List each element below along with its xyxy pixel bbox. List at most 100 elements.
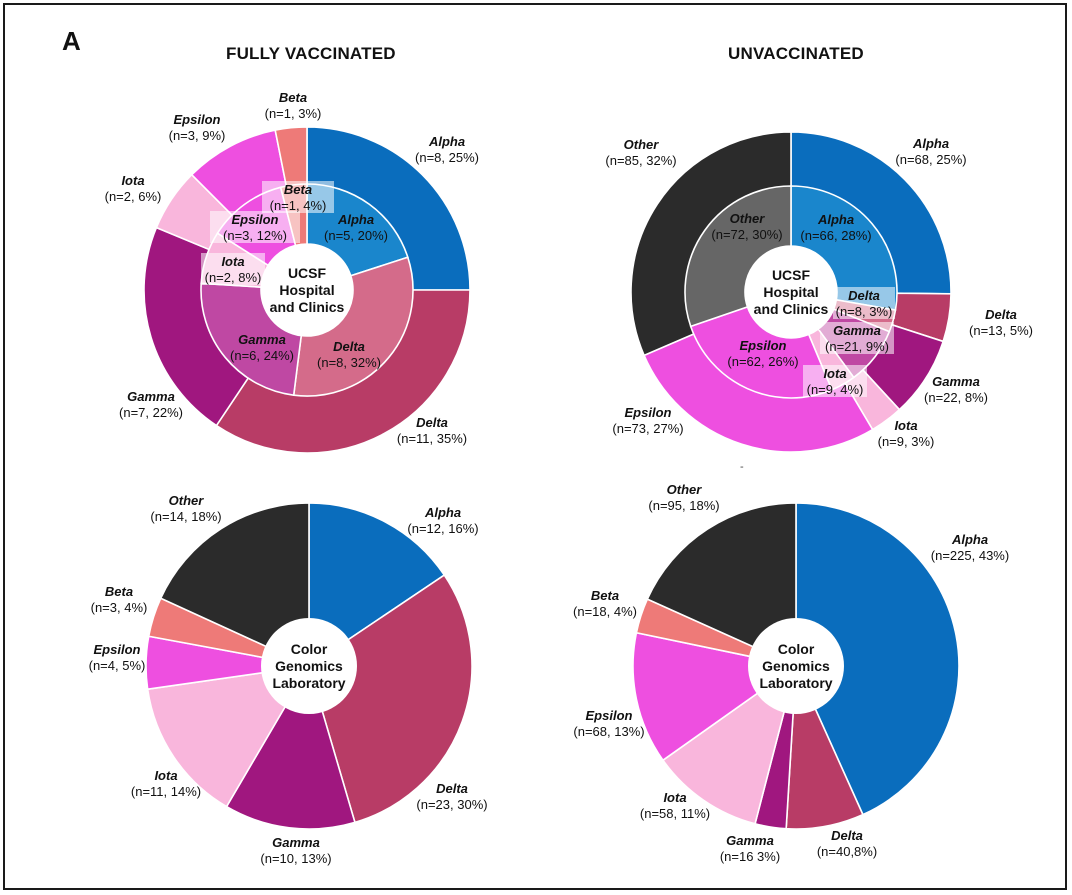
variant-name: Iota <box>823 366 846 381</box>
variant-count: (n=18, 4%) <box>573 604 637 619</box>
color-vaccinated-label-gamma: Gamma(n=10, 13%) <box>260 835 331 866</box>
variant-count: (n=7, 22%) <box>119 405 183 420</box>
variant-count: (n=10, 13%) <box>260 851 331 866</box>
ucsf-unvaccinated-center-hole <box>745 246 837 338</box>
variant-name: Gamma <box>272 835 320 850</box>
color-unvaccinated-center-hole <box>748 618 844 714</box>
ucsf-vaccinated-outer-label-beta: Beta(n=1, 3%) <box>265 90 322 121</box>
variant-name: Beta <box>105 584 133 599</box>
variant-count: (n=4, 5%) <box>89 658 146 673</box>
color-unvaccinated-label-gamma: Gamma(n=16 3%) <box>720 833 780 864</box>
variant-name: Iota <box>663 790 686 805</box>
figure-frame <box>3 3 1067 890</box>
variant-count: (n=6, 24%) <box>230 348 294 363</box>
color-vaccinated-slice-alpha <box>308 502 446 668</box>
variant-count: (n=40,8%) <box>817 844 877 859</box>
color-unvaccinated-label-iota: Iota(n=58, 11%) <box>640 790 710 821</box>
variant-name: Delta <box>985 307 1017 322</box>
color-vaccinated-slice-other <box>159 502 310 668</box>
variant-name: Other <box>667 482 703 497</box>
ucsf-vaccinated-center-label: UCSF <box>288 265 327 281</box>
variant-count: (n=3, 12%) <box>223 228 287 243</box>
variant-name: Gamma <box>932 374 980 389</box>
variant-name: Iota <box>221 254 244 269</box>
variant-count: (n=1, 4%) <box>270 198 327 213</box>
color-vaccinated-label-alpha: Alpha(n=12, 16%) <box>407 505 478 536</box>
ucsf-vaccinated-inner-label-iota: Iota(n=2, 8%) <box>201 253 265 285</box>
ucsf-vaccinated-outer-label-alpha: Alpha(n=8, 25%) <box>415 134 479 165</box>
variant-count: (n=11, 14%) <box>131 784 201 799</box>
color-vaccinated-center-label: Laboratory <box>272 675 345 691</box>
ucsf-unvaccinated-outer-label-epsilon: Epsilon(n=73, 27%) <box>612 405 683 436</box>
color-unvaccinated-label-alpha: Alpha(n=225, 43%) <box>931 532 1009 563</box>
ucsf-unvaccinated-outer-label-iota: Iota(n=9, 3%) <box>878 418 935 449</box>
variant-count: (n=3, 9%) <box>169 128 226 143</box>
ucsf-unvaccinated-outer-label-other: Other(n=85, 32%) <box>605 137 676 168</box>
variant-count: (n=13, 5%) <box>969 323 1033 338</box>
ucsf-unvaccinated-inner-label-delta: Delta(n=8, 3%) <box>833 287 895 319</box>
variant-count: (n=8, 32%) <box>317 355 381 370</box>
ucsf-unvaccinated-inner-label-gamma: Gamma(n=21, 9%) <box>820 322 894 354</box>
variant-name: Iota <box>894 418 917 433</box>
color-unvaccinated-label-other: Other(n=95, 18%) <box>648 482 719 513</box>
variant-count: (n=68, 13%) <box>573 724 644 739</box>
variant-name: Beta <box>591 588 619 603</box>
color-vaccinated-center-label: Genomics <box>275 658 343 674</box>
variant-count: (n=8, 3%) <box>836 304 893 319</box>
variant-name: Epsilon <box>740 338 787 353</box>
variant-count: (n=16 3%) <box>720 849 780 864</box>
ucsf-vaccinated-inner-label-epsilon: Epsilon(n=3, 12%) <box>210 211 300 243</box>
variant-count: (n=9, 4%) <box>807 382 864 397</box>
ucsf-vaccinated-inner-label-bg <box>201 253 265 285</box>
ucsf-unvaccinated-outer-label-gamma: Gamma(n=22, 8%) <box>924 374 988 405</box>
ucsf-unvaccinated-outer-label-alpha: Alpha(n=68, 25%) <box>895 136 966 167</box>
ucsf-vaccinated-inner-label-beta: Beta(n=1, 4%) <box>262 181 334 213</box>
color-unvaccinated-label-epsilon: Epsilon(n=68, 13%) <box>573 708 644 739</box>
color-vaccinated-label-iota: Iota(n=11, 14%) <box>131 768 201 799</box>
variant-name: Gamma <box>127 389 175 404</box>
ucsf-unvaccinated-inner-label-epsilon: Epsilon(n=62, 26%) <box>727 338 798 369</box>
color-vaccinated-center-hole <box>261 618 357 714</box>
ucsf-vaccinated-outer-label-gamma: Gamma(n=7, 22%) <box>119 389 183 420</box>
variant-name: Epsilon <box>174 112 221 127</box>
variant-name: Alpha <box>912 136 949 151</box>
stray-tick-mark: - <box>740 461 744 473</box>
color-vaccinated-label-delta: Delta(n=23, 30%) <box>416 781 487 812</box>
variant-count: (n=12, 16%) <box>407 521 478 536</box>
variant-name: Delta <box>436 781 468 796</box>
variant-name: Other <box>169 493 205 508</box>
ucsf-vaccinated-outer-label-delta: Delta(n=11, 35%) <box>397 415 467 446</box>
variant-name: Beta <box>279 90 307 105</box>
ucsf-unvaccinated-inner-label-iota: Iota(n=9, 4%) <box>803 365 867 397</box>
column-title-vaccinated: FULLY VACCINATED <box>226 44 396 63</box>
ucsf-unvaccinated-inner-label-other: Other(n=72, 30%) <box>711 211 782 242</box>
variant-count: (n=1, 3%) <box>265 106 322 121</box>
ucsf-unvaccinated-inner-label-alpha: Alpha(n=66, 28%) <box>800 212 871 243</box>
color-unvaccinated-center-label: Laboratory <box>759 675 832 691</box>
ucsf-vaccinated-center-hole <box>261 244 353 336</box>
ucsf-unvaccinated-inner-label-bg <box>833 287 895 319</box>
variant-name: Delta <box>848 288 880 303</box>
variant-name: Gamma <box>726 833 774 848</box>
variant-name: Delta <box>831 828 863 843</box>
variant-name: Epsilon <box>94 642 141 657</box>
color-vaccinated-label-beta: Beta(n=3, 4%) <box>91 584 148 615</box>
color-vaccinated-label-other: Other(n=14, 18%) <box>150 493 221 524</box>
variant-count: (n=5, 20%) <box>324 228 388 243</box>
ucsf-unvaccinated-inner-label-bg <box>820 322 894 354</box>
variant-name: Alpha <box>817 212 854 227</box>
ucsf-unvaccinated-center-label: UCSF <box>772 267 811 283</box>
color-unvaccinated-label-beta: Beta(n=18, 4%) <box>573 588 637 619</box>
ucsf-vaccinated-inner-label-bg <box>210 211 300 243</box>
ucsf-unvaccinated-inner-label-bg <box>803 365 867 397</box>
variant-name: Epsilon <box>586 708 633 723</box>
color-unvaccinated-center-label: Genomics <box>762 658 830 674</box>
variant-count: (n=85, 32%) <box>605 153 676 168</box>
ucsf-vaccinated-inner-label-delta: Delta(n=8, 32%) <box>317 339 381 370</box>
variant-name: Other <box>730 211 766 226</box>
variant-count: (n=8, 25%) <box>415 150 479 165</box>
variant-name: Delta <box>416 415 448 430</box>
variant-name: Epsilon <box>625 405 672 420</box>
color-unvaccinated-slice-alpha <box>795 502 960 816</box>
variant-count: (n=58, 11%) <box>640 806 710 821</box>
